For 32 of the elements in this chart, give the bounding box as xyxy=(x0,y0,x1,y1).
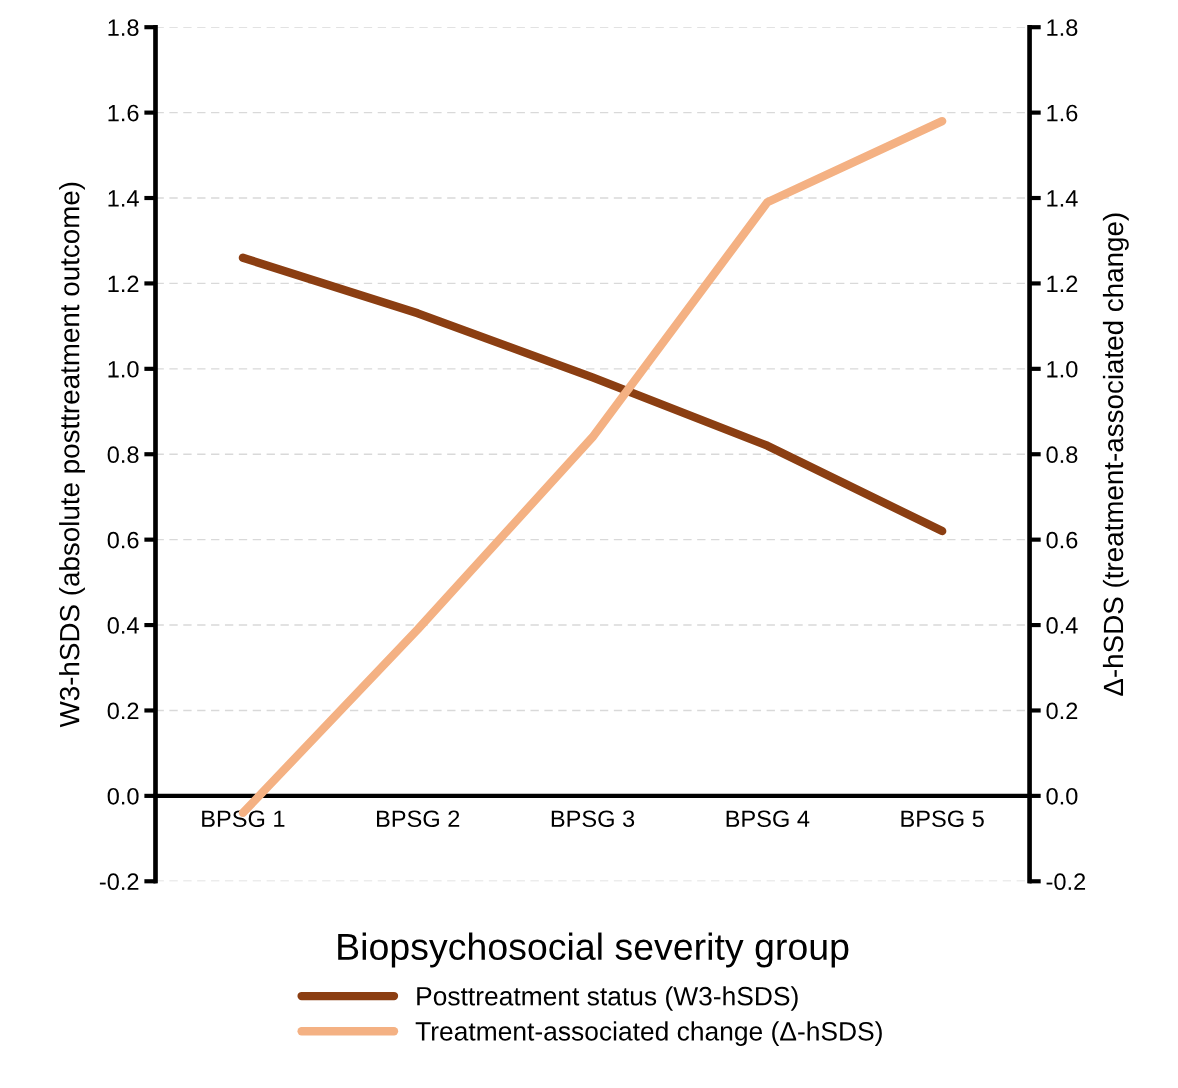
x-tick-label: BPSG 1 xyxy=(202,810,285,828)
y-tick-label: 1.8 xyxy=(108,19,139,36)
y-tick-label: 0.8 xyxy=(107,446,139,464)
y-tick-label: 1.6 xyxy=(108,104,139,122)
y-tick-label: -0.2 xyxy=(99,873,139,891)
x-tick-label: BPSG 4 xyxy=(726,810,810,828)
y2-tick-label: 0.0 xyxy=(1046,787,1078,805)
y-tick-label: 0.2 xyxy=(107,702,139,720)
y2-tick-label: 0.4 xyxy=(1046,617,1078,634)
x-tick-label: BPSG 5 xyxy=(901,810,984,828)
y2-tick-label: -0.2 xyxy=(1046,873,1086,891)
x-tick-label: BPSG 2 xyxy=(377,810,460,828)
y-tick-label: 0.0 xyxy=(107,787,139,805)
y2-tick-label: 0.6 xyxy=(1046,531,1078,549)
y2-tick-label: 1.8 xyxy=(1047,19,1078,36)
y-axis-title: W3-hSDS (absolute posttreatment outcome) xyxy=(59,182,85,728)
y2-tick-label: 0.8 xyxy=(1046,446,1078,464)
y-tick-label: 1.0 xyxy=(108,360,139,378)
y2-axis-title: Δ-hSDS (treatment-associated change) xyxy=(1102,213,1129,696)
legend-label: Posttreatment status (W3-hSDS) xyxy=(417,986,798,1011)
y-tick-label: 0.4 xyxy=(107,617,139,634)
legend-label: Treatment-associated change (Δ-hSDS) xyxy=(415,1021,882,1046)
y-tick-label: 0.6 xyxy=(107,531,139,549)
y2-tick-label: 1.0 xyxy=(1047,360,1078,378)
x-tick-label: BPSG 3 xyxy=(551,810,635,828)
y2-tick-label: 1.2 xyxy=(1047,275,1078,292)
y2-tick-label: 0.2 xyxy=(1046,702,1078,720)
y-tick-label: 1.2 xyxy=(108,275,139,292)
y2-tick-label: 1.6 xyxy=(1047,104,1078,122)
y2-tick-label: 1.4 xyxy=(1047,190,1078,207)
x-axis-title: Biopsychosocial severity group xyxy=(338,932,849,968)
y-tick-label: 1.4 xyxy=(108,190,139,207)
